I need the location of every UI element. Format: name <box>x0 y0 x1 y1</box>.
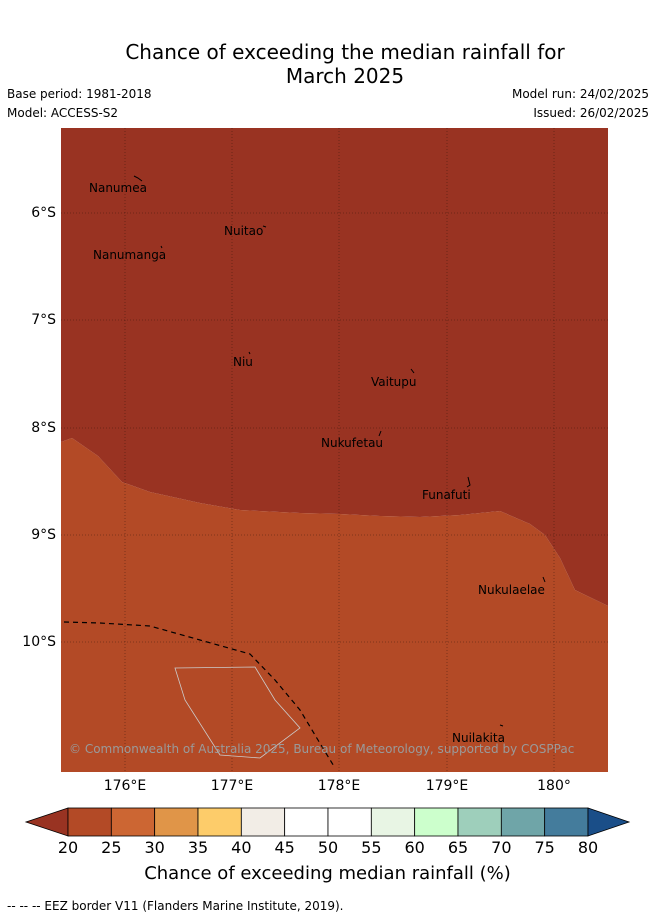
title-line-1: Chance of exceeding the median rainfall … <box>125 40 565 64</box>
colorbar-segment <box>197 807 242 837</box>
lon-tick-label: 176°E <box>103 778 147 794</box>
colorbar-segment <box>154 807 199 837</box>
place-label: Nanumanga <box>93 248 167 262</box>
band-below-20 <box>61 128 608 606</box>
colorbar-segment <box>370 807 416 837</box>
place-label: Nuitao <box>224 224 264 238</box>
lat-tick-label: 7°S <box>31 312 56 328</box>
colorbar-segment <box>67 807 112 837</box>
place-label: Nukufetau <box>321 436 384 450</box>
colorbar-tick-label: 25 <box>101 838 122 857</box>
gridlines <box>61 128 608 772</box>
colorbar-segment <box>327 807 372 837</box>
copyright-notice: © Commonwealth of Australia 2025, Bureau… <box>69 742 575 756</box>
lon-tick-label: 177°E <box>210 778 254 794</box>
colorbar-tick-label: 60 <box>404 838 425 857</box>
lat-tick-label: 9°S <box>31 527 56 543</box>
place-label: Nuilakita <box>452 731 505 745</box>
place-label: Nanumea <box>89 181 147 195</box>
colorbar-segment <box>284 807 329 837</box>
colorbar-segment <box>457 807 502 837</box>
colorbar-tick-label: 20 <box>57 838 79 857</box>
colorbar-title: Chance of exceeding median rainfall (%) <box>144 863 511 884</box>
colorbar-segment <box>500 807 546 837</box>
island-markers <box>133 175 546 727</box>
colorbar-tick-label: 50 <box>317 838 339 857</box>
title-line-2: March 2025 <box>285 64 405 88</box>
colorbar-tick-label: 80 <box>577 838 599 857</box>
band-20-25 <box>61 438 608 772</box>
eez-border <box>63 621 336 769</box>
colorbar-tick-label: 40 <box>231 838 252 857</box>
colorbar-segment <box>110 807 156 837</box>
base-period: Base period: 1981-2018 <box>7 87 152 101</box>
place-label: Funafuti <box>422 488 471 502</box>
colorbar-tick-label: 30 <box>144 838 165 857</box>
lat-tick-label: 10°S <box>22 634 56 650</box>
lon-tick-label: 180° <box>537 778 571 794</box>
issued-date: Issued: 26/02/2025 <box>533 106 649 120</box>
lon-tick-label: 178°E <box>317 778 361 794</box>
colorbar-tick-label: 35 <box>187 838 209 857</box>
lat-tick-label: 8°S <box>31 420 56 436</box>
colorbar-tick-label: 65 <box>447 838 469 857</box>
place-label: Niu <box>233 355 253 369</box>
colorbar-segment <box>240 807 286 837</box>
model-run: Model run: 24/02/2025 <box>511 87 649 101</box>
eez-footnote: -- -- -- EEZ border V11 (Flanders Marine… <box>7 899 344 913</box>
place-label: Vaitupu <box>371 375 417 389</box>
colorbar-tick-label: 70 <box>491 838 512 857</box>
colorbar-tick-label: 75 <box>534 838 555 857</box>
model-name: Model: ACCESS-S2 <box>7 106 119 120</box>
colorbar-segment <box>544 807 589 837</box>
eez-inner-outline <box>174 666 301 759</box>
chart-title: Chance of exceeding the median rainfall … <box>0 40 655 88</box>
place-label: Nukulaelae <box>478 583 545 597</box>
colorbar-tick-label: 55 <box>361 838 382 857</box>
colorbar-tick-label: 45 <box>274 838 295 857</box>
lon-tick-label: 179°E <box>425 778 469 794</box>
colorbar-low-extend <box>24 807 69 837</box>
lat-tick-label: 6°S <box>31 205 56 221</box>
colorbar-segment <box>414 807 459 837</box>
colorbar-high-extend <box>587 807 631 837</box>
